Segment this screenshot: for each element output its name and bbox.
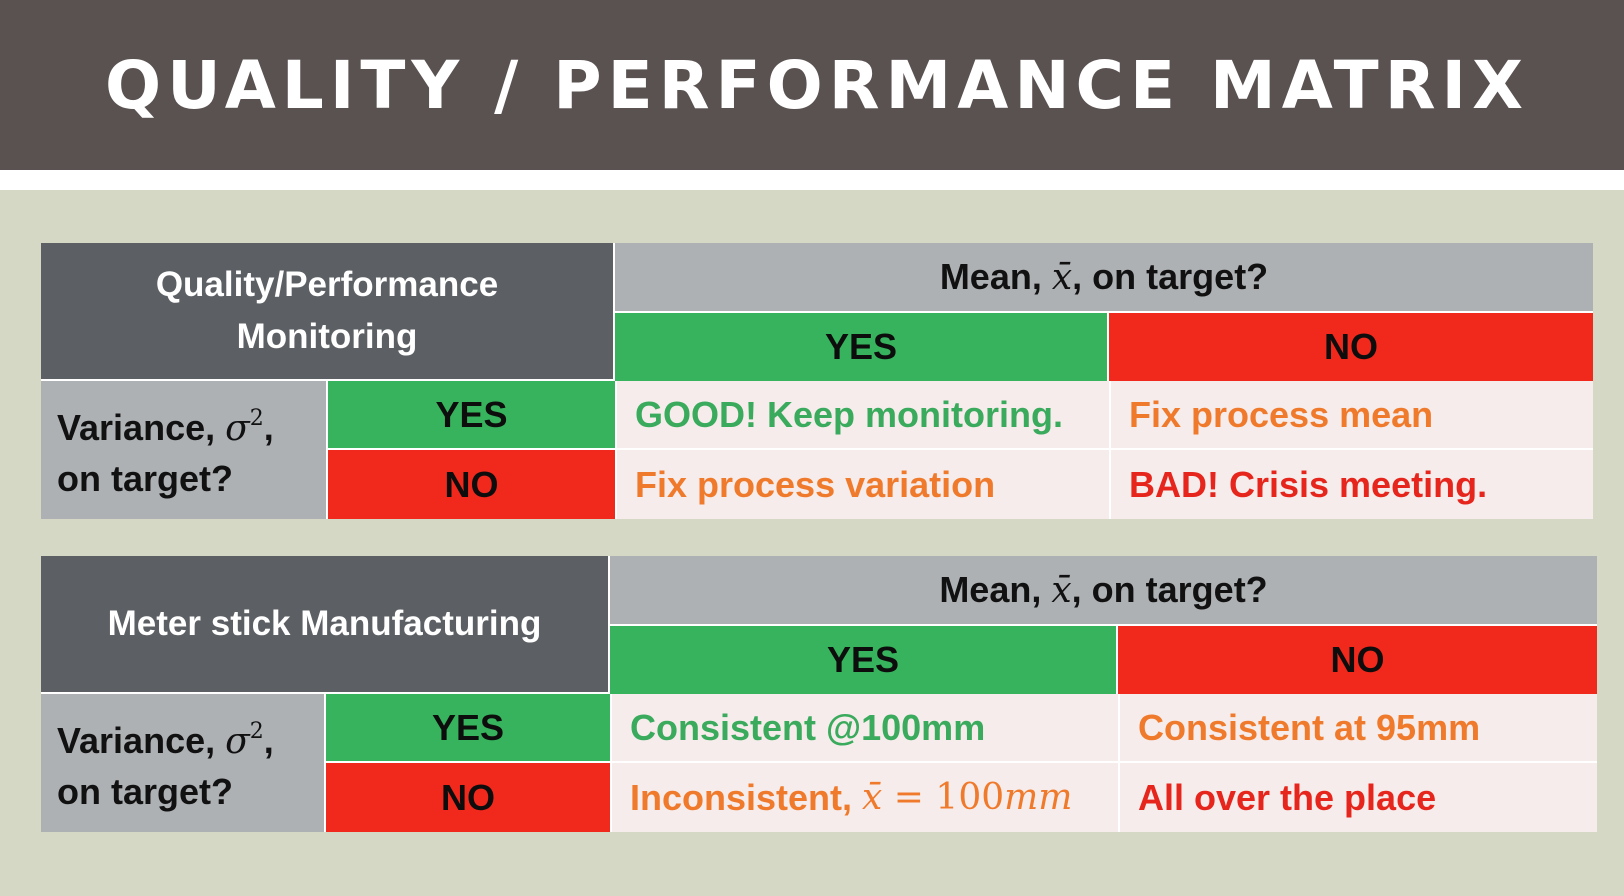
equation-value: = 100 bbox=[882, 777, 1005, 818]
matrix2-corner-header: Meter stick Manufacturing bbox=[41, 556, 610, 694]
matrix2-mean-no-header: NO bbox=[1118, 626, 1597, 694]
title-divider bbox=[0, 170, 1624, 190]
matrix2-cell-yes-no: Consistent at 95mm bbox=[1118, 694, 1597, 763]
matrix2-variance-header: Variance, σ2, on target? bbox=[41, 694, 326, 832]
matrix1-cell-no-yes: Fix process variation bbox=[615, 450, 1109, 519]
sigma-symbol: σ bbox=[225, 721, 250, 762]
matrix2-cell-yes-yes: Consistent @100mm bbox=[610, 694, 1118, 763]
mean-equation: x̄ = 100mm bbox=[862, 777, 1072, 818]
variance-label: Variance, bbox=[57, 720, 216, 761]
variance-line2: on target? bbox=[57, 458, 233, 499]
matrix2-variance-no-header: NO bbox=[326, 763, 610, 832]
matrix2-cell-no-yes: Inconsistent, x̄ = 100mm bbox=[610, 763, 1118, 832]
mean-label: Mean, bbox=[939, 569, 1042, 610]
matrix1-variance-no-header: NO bbox=[328, 450, 615, 519]
sigma-exponent: 2 bbox=[249, 406, 264, 431]
matrix1-corner-header: Quality/Performance Monitoring bbox=[41, 243, 615, 381]
matrix1-corner-line2: Monitoring bbox=[236, 317, 418, 356]
mean-suffix: , on target? bbox=[1072, 256, 1269, 297]
equation-x-bar: x̄ bbox=[862, 777, 883, 818]
variance-comma: , bbox=[263, 720, 274, 761]
slide-title: QUALITY / PERFORMANCE MATRIX bbox=[105, 46, 1529, 124]
matrix1-cell-yes-no: Fix process mean bbox=[1109, 381, 1593, 450]
meter-stick-matrix: Meter stick Manufacturing Mean, x̄, on t… bbox=[41, 556, 1597, 832]
matrix1-cell-no-no: BAD! Crisis meeting. bbox=[1109, 450, 1593, 519]
variance-label: Variance, bbox=[57, 407, 216, 448]
matrix1-corner-line1: Quality/Performance bbox=[155, 265, 499, 304]
matrix1-mean-no-header: NO bbox=[1109, 313, 1593, 381]
inconsistent-label: Inconsistent, bbox=[630, 776, 853, 818]
sigma-exponent: 2 bbox=[249, 719, 264, 744]
sigma-symbol: σ bbox=[225, 408, 250, 449]
matrix2-mean-yes-header: YES bbox=[610, 626, 1118, 694]
matrix2-mean-header: Mean, x̄, on target? bbox=[610, 556, 1597, 626]
matrix1-mean-yes-header: YES bbox=[615, 313, 1109, 381]
variance-comma: , bbox=[263, 407, 274, 448]
mean-label: Mean, bbox=[939, 256, 1042, 297]
title-bar: QUALITY / PERFORMANCE MATRIX bbox=[0, 0, 1624, 170]
x-bar-symbol: x̄ bbox=[1051, 569, 1072, 611]
matrix1-variance-yes-header: YES bbox=[328, 381, 615, 450]
matrix2-variance-yes-header: YES bbox=[326, 694, 610, 763]
matrix2-cell-no-no: All over the place bbox=[1118, 763, 1597, 832]
mean-suffix: , on target? bbox=[1071, 569, 1268, 610]
variance-line2: on target? bbox=[57, 771, 233, 812]
matrix1-cell-yes-yes: GOOD! Keep monitoring. bbox=[615, 381, 1109, 450]
equation-unit: mm bbox=[1004, 777, 1073, 818]
x-bar-symbol: x̄ bbox=[1051, 256, 1073, 298]
matrix1-variance-header: Variance, σ2, on target? bbox=[41, 381, 328, 519]
quality-performance-matrix: Quality/Performance Monitoring Mean, x̄,… bbox=[41, 243, 1593, 519]
matrix1-mean-header: Mean, x̄, on target? bbox=[615, 243, 1593, 313]
